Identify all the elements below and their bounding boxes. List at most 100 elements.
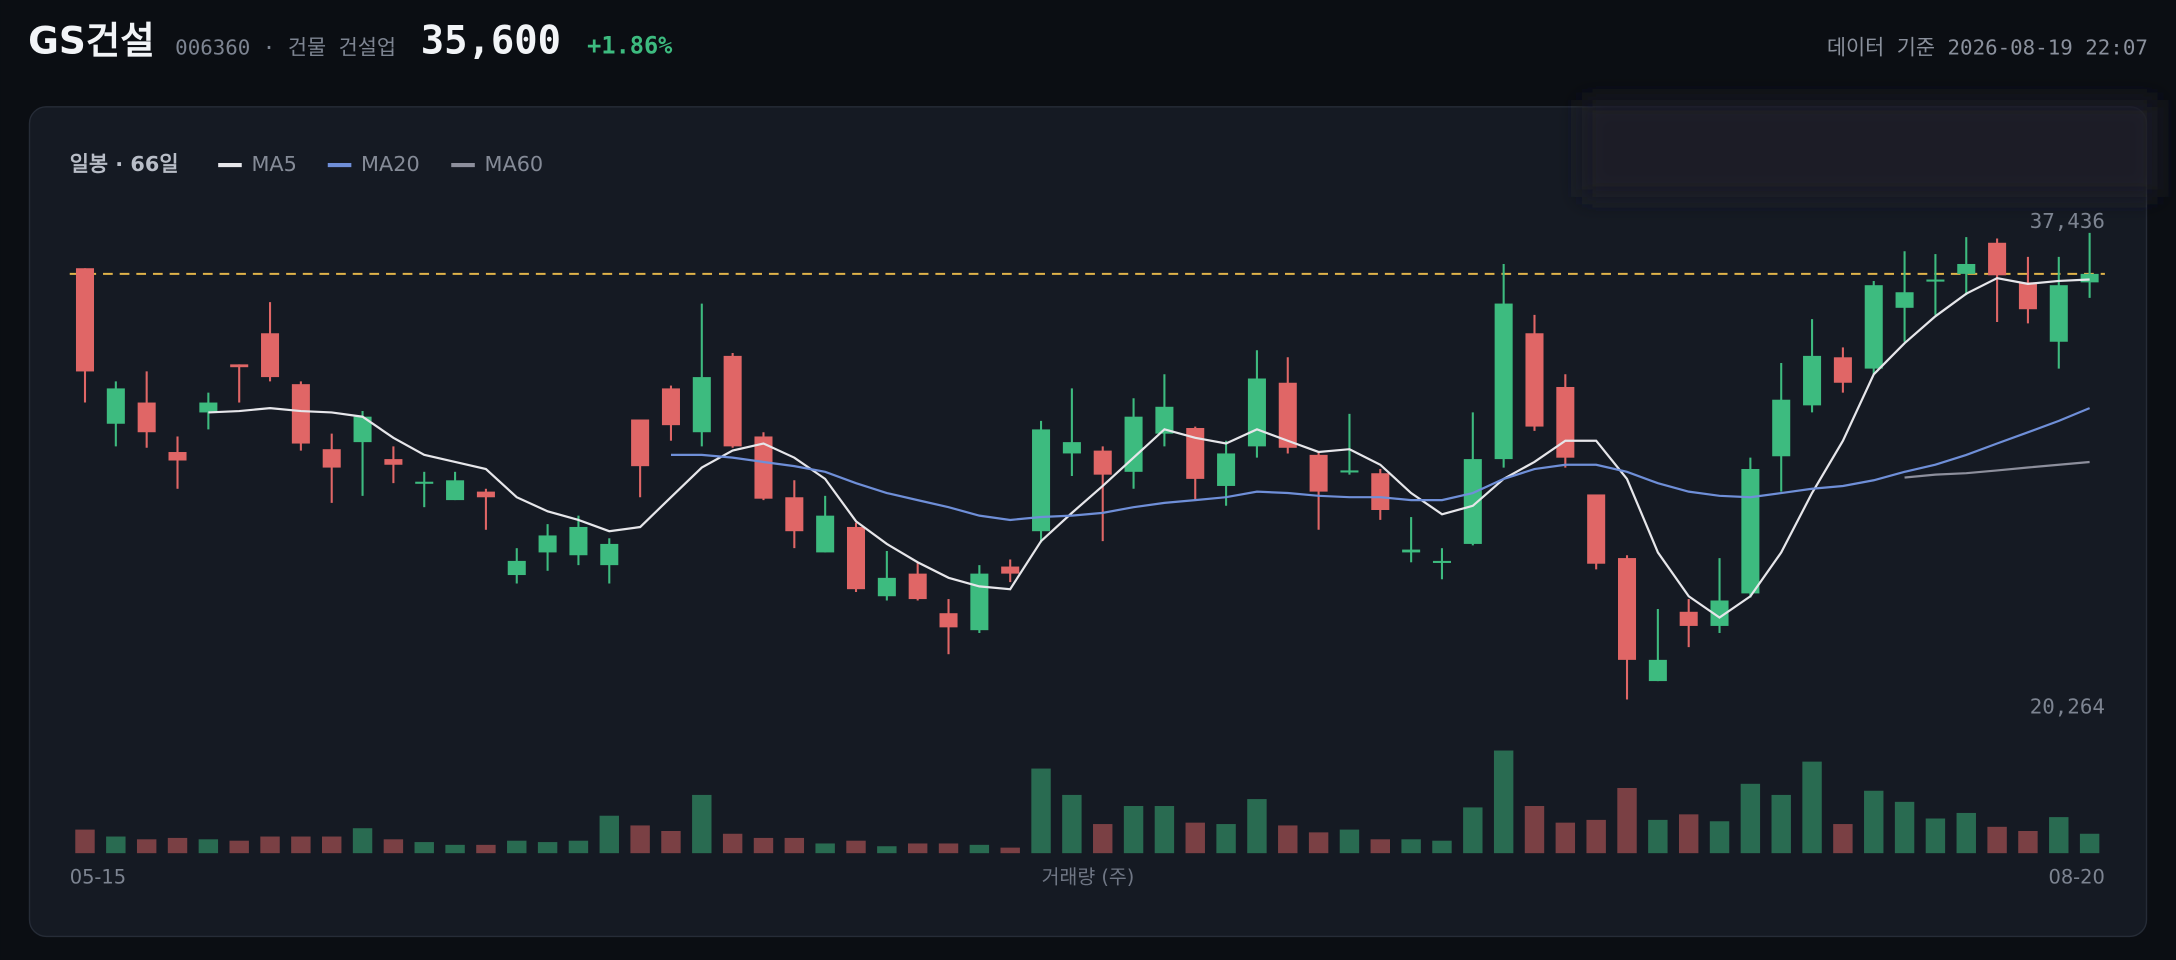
candle-body — [661, 388, 680, 426]
volume-bar — [136, 839, 157, 854]
candle-body — [631, 419, 650, 467]
candle-body — [384, 459, 403, 465]
chart-label: 일봉 · 66일 — [70, 152, 179, 176]
candle-body — [2080, 273, 2099, 283]
volume-bar — [1833, 824, 1853, 854]
ma-line — [208, 276, 2090, 619]
volume-bar — [1432, 840, 1452, 854]
price-change: +1.86% — [587, 32, 673, 60]
volume-bar — [1308, 832, 1329, 854]
candle-body — [1402, 549, 1421, 553]
candle-body — [2049, 285, 2068, 342]
volume-bar — [1278, 825, 1298, 854]
candle-body — [1679, 611, 1698, 626]
volume-bar — [1740, 783, 1761, 854]
timestamp: 데이터 기준 2026-08-19 22:07 — [1827, 36, 2148, 60]
volume-bar — [1617, 787, 1637, 854]
y-tick-label: 20,264 — [2030, 695, 2105, 719]
candle-body — [261, 333, 280, 378]
candle-body — [1803, 355, 1822, 406]
candle-body — [939, 613, 958, 628]
candle-body — [1371, 473, 1390, 510]
volume-bar — [1463, 807, 1483, 854]
candle-body — [569, 526, 588, 556]
stock-code: 006360 · 건물 건설업 — [175, 36, 396, 60]
volume-bar — [784, 837, 805, 854]
volume-bar — [414, 842, 434, 854]
volume-bar — [1771, 794, 1791, 854]
volume-bar — [476, 844, 496, 854]
volume-bar — [1987, 826, 2007, 854]
volume-bar — [969, 844, 990, 854]
volume-bar — [291, 836, 311, 854]
candle-body — [230, 364, 249, 368]
volume-bar — [1062, 794, 1082, 854]
candle-body — [1186, 427, 1205, 479]
x-tick-label: 05-15 — [70, 866, 126, 889]
volume-bar — [630, 825, 650, 854]
candle-body — [1247, 378, 1266, 447]
candle-body — [723, 355, 742, 447]
ma-line — [670, 407, 2091, 522]
candle-body — [106, 388, 125, 424]
volume-bar — [1709, 821, 1730, 854]
volume-bar — [260, 836, 280, 854]
volume-bar — [1154, 806, 1175, 854]
candle-body — [692, 377, 711, 433]
volume-bar — [445, 844, 465, 854]
candle-body — [754, 436, 773, 499]
volume-bar — [846, 840, 866, 854]
candle-body — [1494, 303, 1513, 460]
candle-body — [1525, 333, 1544, 427]
candle-body — [1217, 453, 1236, 486]
legend: MA5 MA20 MA60 — [218, 152, 543, 176]
candle-body — [1926, 279, 1945, 282]
candle-body — [1032, 429, 1051, 532]
candle-body — [877, 577, 896, 597]
volume-bar — [1648, 819, 1668, 854]
candle-body — [446, 480, 465, 501]
volume-bar — [1216, 824, 1236, 854]
candle-body — [1278, 382, 1297, 448]
legend-label: MA5 — [251, 152, 296, 176]
volume-bar — [1247, 799, 1267, 854]
candle-body — [1556, 386, 1575, 458]
candle-body — [970, 573, 989, 631]
candle-body — [785, 497, 804, 532]
candle-body — [1093, 450, 1112, 475]
volume-bar — [877, 846, 897, 854]
volume-bar — [106, 836, 126, 854]
blurred-overlay — [1581, 99, 2158, 197]
x-tick-label: 08-20 — [2048, 866, 2104, 889]
candle-body — [507, 560, 526, 576]
volume-bar — [938, 843, 959, 854]
volume-bar — [815, 843, 835, 854]
candle-body — [1988, 242, 2007, 276]
legend-label: MA20 — [361, 152, 420, 176]
volume-bar — [661, 830, 681, 854]
candle-body — [353, 416, 372, 443]
candle-body — [137, 402, 156, 433]
candle-body — [1648, 659, 1667, 682]
volume-bar — [599, 815, 619, 854]
volume-bar — [722, 833, 743, 854]
candle-body — [476, 491, 495, 498]
candle-body — [908, 573, 927, 600]
candle-body — [538, 535, 557, 553]
volume-bar — [1401, 839, 1421, 854]
volume-bar — [1678, 814, 1699, 854]
volume-bar — [1555, 822, 1576, 854]
candle-body — [1957, 263, 1976, 274]
volume-bar — [1925, 818, 1946, 854]
candle-body — [1833, 357, 1852, 383]
candle-body — [1155, 406, 1174, 434]
y-tick-label: 37,436 — [2030, 209, 2105, 233]
volume-bar — [1524, 806, 1545, 854]
volume-bar — [1000, 847, 1020, 854]
volume-bar — [1031, 768, 1051, 854]
volume-bar — [167, 837, 188, 854]
volume-bar — [907, 843, 928, 854]
candle-body — [75, 268, 95, 372]
volume-bar — [1493, 750, 1514, 854]
